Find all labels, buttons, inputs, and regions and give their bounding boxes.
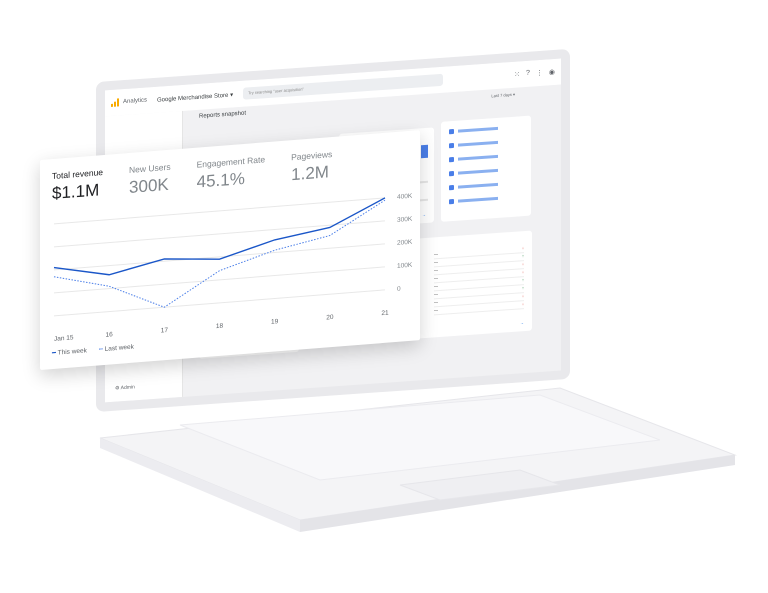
metric-new-users[interactable]: New Users 300K (129, 162, 171, 198)
legend-label: This week (57, 347, 87, 357)
y-tick-label: 100K (397, 262, 413, 270)
laptop-edge-left (100, 438, 300, 532)
x-tick-label: 16 (106, 331, 114, 339)
y-tick-label: 400K (397, 193, 413, 201)
search-input[interactable]: Try searching "user acquisition" (243, 73, 444, 100)
legend-label: Last week (104, 343, 134, 353)
y-tick-label: 0 (397, 286, 401, 293)
metric-pageviews[interactable]: Pageviews 1.2M (291, 149, 332, 185)
metrics-overlay-card: Total revenue $1.1M New Users 300K Engagem… (40, 130, 420, 370)
metric-engagement-rate[interactable]: Engagement Rate 45.1% (197, 154, 266, 192)
property-name: Google Merchandise Store (157, 92, 229, 104)
metric-total-revenue[interactable]: Total revenue $1.1M (52, 167, 103, 204)
admin-label: Admin (120, 384, 135, 392)
trackpad[interactable] (399, 469, 561, 501)
keyboard-area (179, 394, 661, 481)
analytics-logo-icon (111, 98, 119, 107)
legend-last-week: ┅ Last week (98, 343, 134, 354)
brand-name: Analytics (123, 97, 148, 106)
header-icons: ⁙ ? ⋮ ◉ (514, 68, 555, 79)
x-tick-label: 20 (326, 314, 334, 322)
series-line-this-week (53, 197, 386, 276)
line-chart: 0 100K 200K 300K 400K Jan 15 16 17 18 19 20 21 (53, 193, 413, 343)
chevron-down-icon: ▾ (230, 91, 234, 99)
x-tick-label: 17 (161, 327, 169, 335)
gridline (54, 289, 385, 317)
gridline (54, 220, 385, 248)
series-line-last-week (53, 199, 386, 308)
view-realtime-link[interactable]: → (422, 211, 426, 218)
apps-icon[interactable]: ⁙ (514, 71, 520, 79)
insights-card (441, 115, 531, 222)
gear-icon: ⚙ (115, 385, 120, 392)
metric-label: Total revenue (52, 167, 104, 182)
help-icon[interactable]: ? (525, 69, 530, 77)
gridline (54, 266, 385, 294)
property-selector[interactable]: Google Merchandise Store ▾ (157, 91, 233, 103)
x-tick-label: Jan 15 (54, 334, 74, 343)
y-tick-label: 300K (397, 216, 413, 224)
metric-label: Pageviews (291, 148, 333, 163)
x-tick-label: 19 (271, 318, 279, 326)
x-tick-label: 21 (381, 310, 389, 318)
y-tick-label: 200K (397, 239, 413, 247)
account-icon[interactable]: ◉ (548, 68, 555, 77)
x-tick-label: 18 (216, 323, 224, 331)
metric-label: New Users (129, 161, 171, 175)
more-vert-icon[interactable]: ⋮ (535, 69, 543, 78)
admin-link[interactable]: ⚙ Admin (115, 384, 135, 391)
legend-this-week: ━ This week (52, 347, 87, 358)
laptop-edge (300, 455, 735, 532)
gridline (54, 243, 385, 271)
gridline (54, 197, 385, 225)
view-countries-link[interactable]: → (520, 320, 524, 326)
